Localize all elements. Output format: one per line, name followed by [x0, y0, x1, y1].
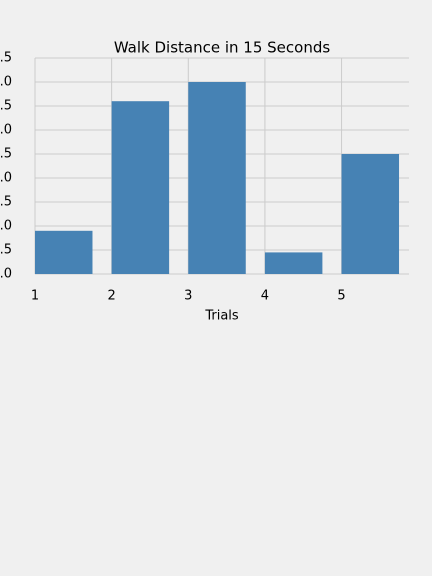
x-tick-label: 3: [184, 289, 192, 304]
y-tick-label: 1.5: [0, 195, 12, 210]
y-tick-label: 2.5: [0, 147, 12, 162]
y-tick-label: 3.0: [0, 123, 12, 138]
x-tick-label: 4: [261, 289, 269, 304]
bar: [111, 101, 170, 274]
bar: [35, 230, 93, 274]
y-tick-label: 4.0: [0, 75, 12, 90]
x-tick-label: 5: [337, 289, 345, 304]
bar: [188, 82, 246, 274]
x-tick-label: 2: [107, 289, 115, 304]
bar: [341, 154, 400, 274]
y-tick-label: 0.5: [0, 243, 12, 258]
y-tick-label: 2.0: [0, 171, 12, 186]
y-tick-label: 1.0: [0, 219, 12, 234]
y-tick-label: 3.5: [0, 99, 12, 114]
y-tick-label: 0.0: [0, 267, 12, 282]
bar: [264, 252, 323, 274]
x-axis-label: Trials: [204, 309, 239, 324]
chart-title: Walk Distance in 15 Seconds: [114, 39, 331, 57]
x-tick-label: 1: [31, 289, 39, 304]
y-tick-label: 4.5: [0, 51, 12, 66]
